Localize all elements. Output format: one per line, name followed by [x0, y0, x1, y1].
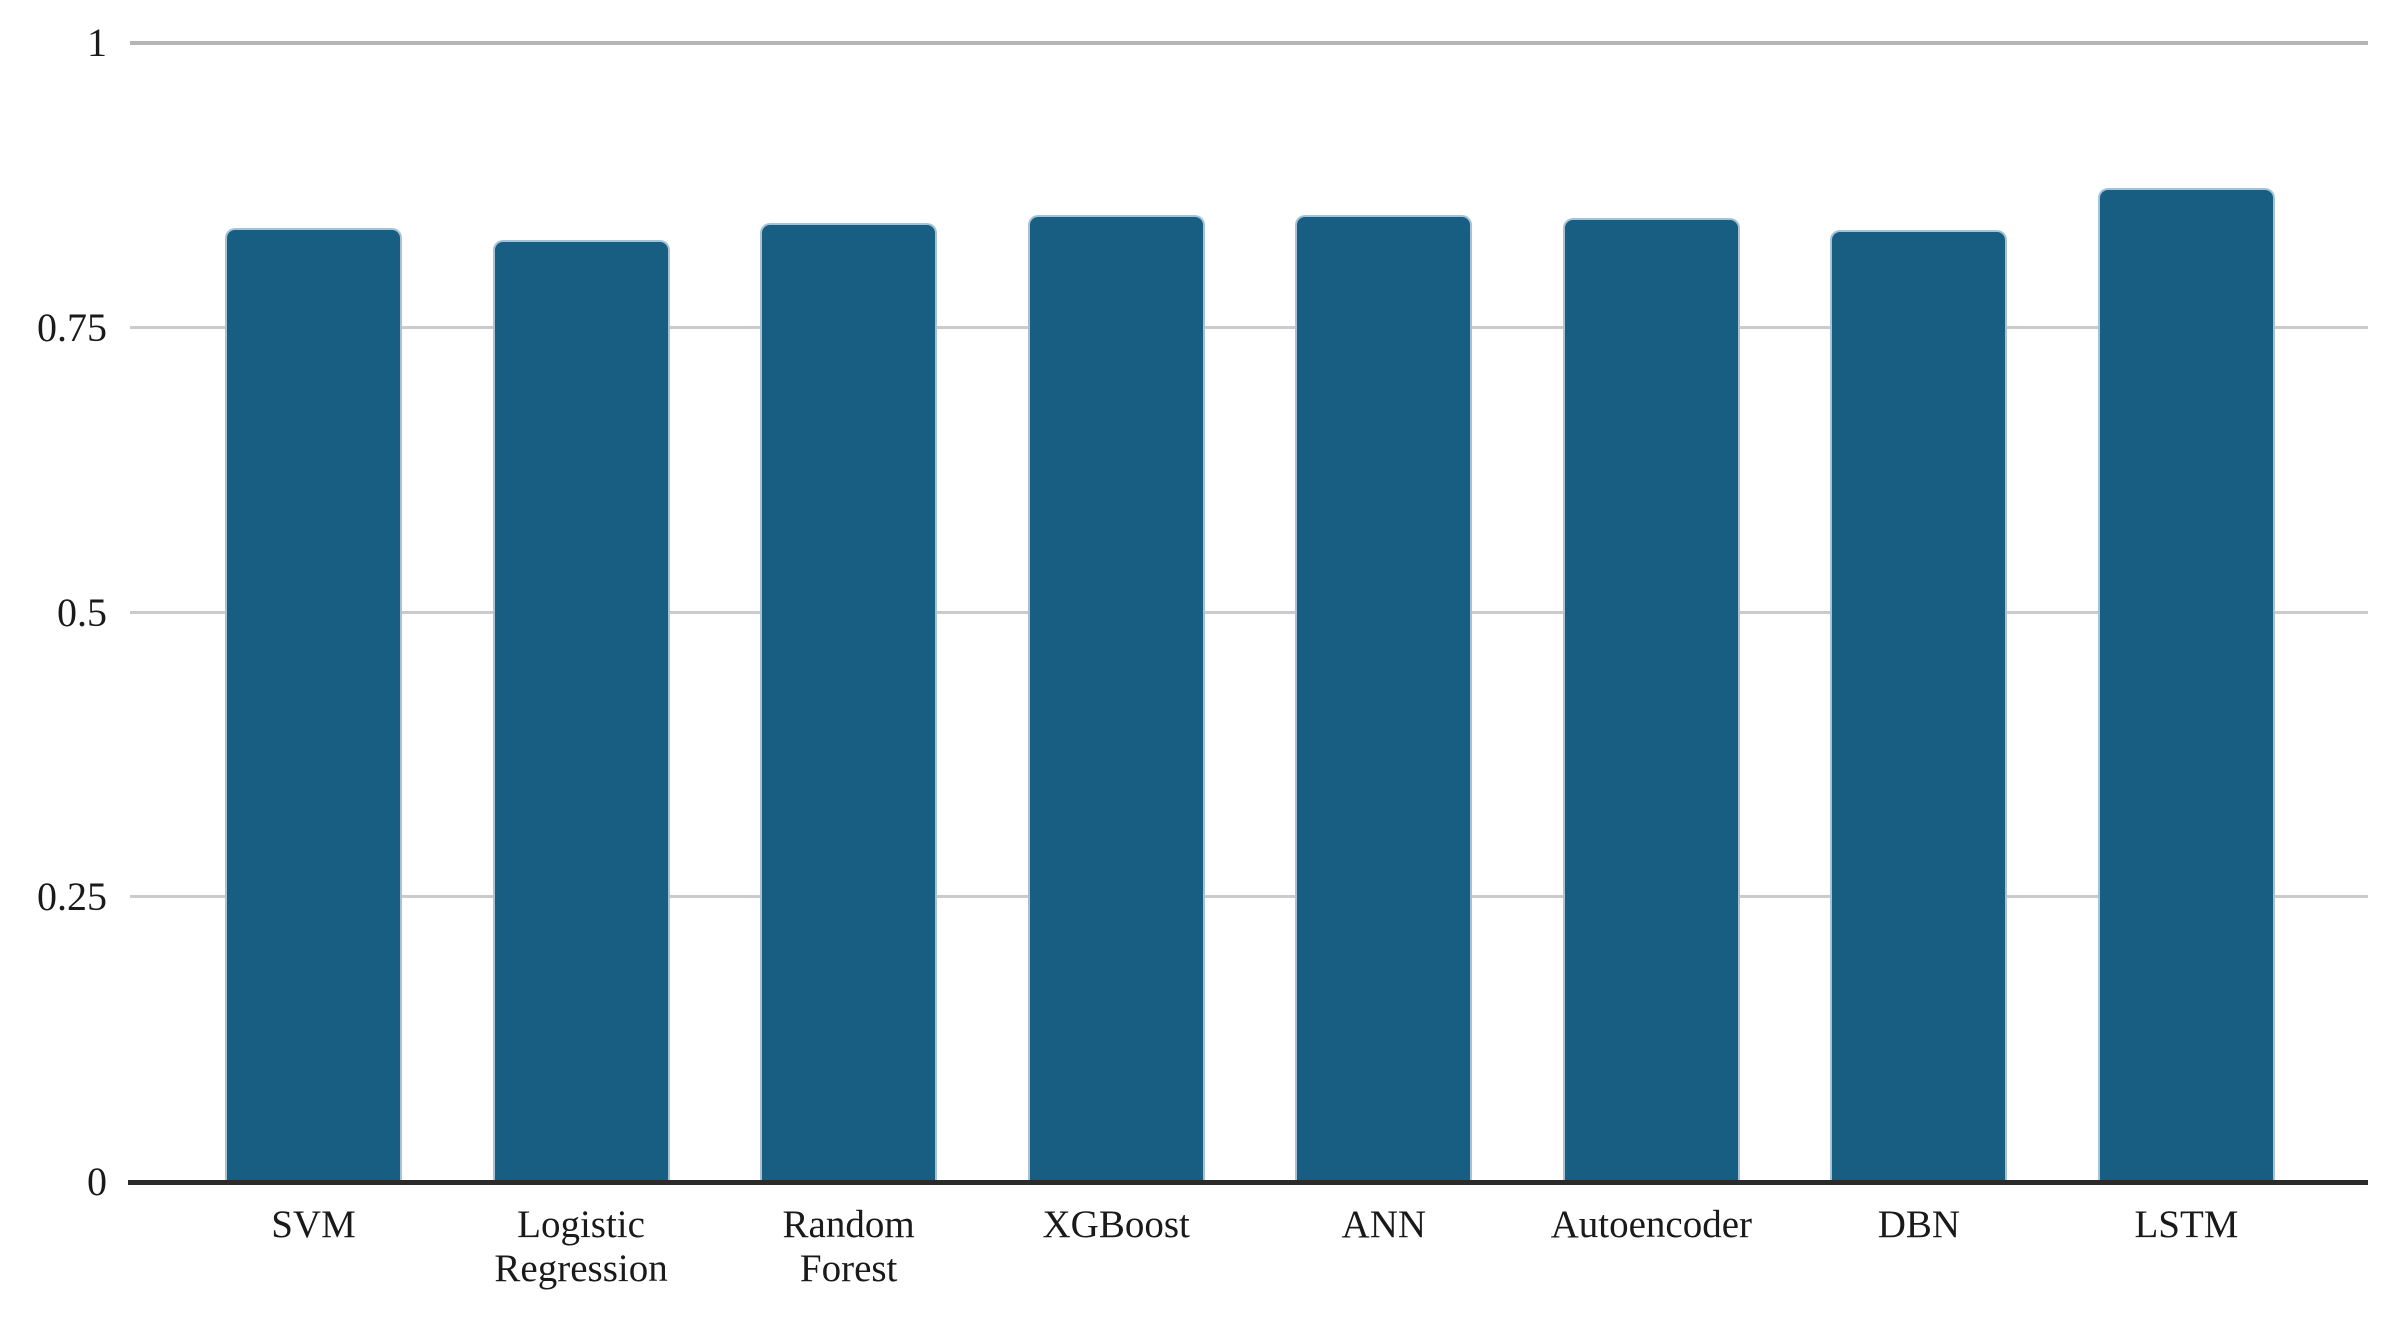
- category-label: SVM: [271, 1203, 356, 1246]
- bar: [1027, 214, 1205, 1182]
- x-axis-line: [128, 1180, 2368, 1185]
- category-label: Autoencoder: [1550, 1203, 1753, 1246]
- gridline: [130, 610, 2368, 614]
- category-label: XGBoost: [1042, 1203, 1190, 1246]
- y-tick-label: 1: [87, 20, 107, 65]
- bar: [760, 222, 938, 1182]
- bar: [2097, 187, 2275, 1182]
- bar: [492, 240, 670, 1182]
- category-label: ANN: [1341, 1203, 1427, 1246]
- category-label: Logistic Regression: [494, 1203, 668, 1290]
- category-label: Random Forest: [782, 1203, 915, 1290]
- bar: [1830, 229, 2008, 1182]
- y-tick-label: 0.75: [37, 304, 107, 350]
- y-tick-label: 0.5: [57, 589, 107, 635]
- y-tick-label: 0: [87, 1159, 107, 1204]
- bar: [1295, 214, 1473, 1182]
- category-label: DBN: [1877, 1203, 1961, 1246]
- y-tick-label: 0.25: [37, 874, 107, 920]
- gridline: [130, 41, 2368, 45]
- category-label: LSTM: [2134, 1203, 2239, 1246]
- gridline: [130, 325, 2368, 329]
- bar: [225, 227, 402, 1182]
- bar: [1562, 218, 1740, 1182]
- gridline: [130, 895, 2368, 899]
